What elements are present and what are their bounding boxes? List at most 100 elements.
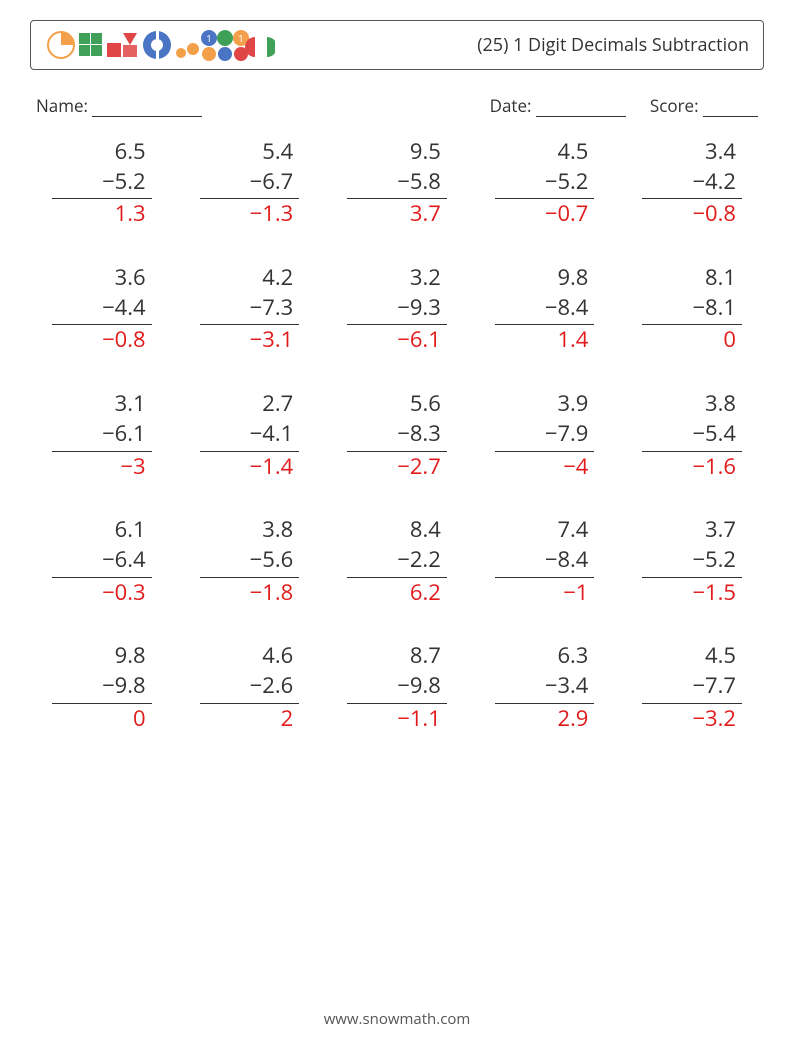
answer: 1.4 bbox=[495, 325, 595, 355]
answer: 6.2 bbox=[347, 578, 447, 608]
subtrahend: −8.4 bbox=[495, 545, 595, 578]
answer: −0.8 bbox=[642, 199, 742, 229]
minuend: 4.5 bbox=[495, 137, 595, 167]
answer: −3 bbox=[52, 452, 152, 482]
problem-cell: 4.5−5.2−0.7 bbox=[495, 137, 595, 229]
answer: −6.1 bbox=[347, 325, 447, 355]
subtrahend: −8.4 bbox=[495, 293, 595, 326]
subtrahend: −9.3 bbox=[347, 293, 447, 326]
minuend: 8.4 bbox=[347, 515, 447, 545]
minuend: 4.2 bbox=[200, 263, 300, 293]
answer: 3.7 bbox=[347, 199, 447, 229]
date-blank[interactable] bbox=[536, 98, 626, 117]
problems-grid: 6.5−5.21.35.4−6.7−1.39.5−5.83.74.5−5.2−0… bbox=[30, 137, 764, 733]
minuend: 9.8 bbox=[495, 263, 595, 293]
subtrahend: −5.2 bbox=[52, 167, 152, 200]
problem-cell: 6.3−3.42.9 bbox=[495, 641, 595, 733]
problem-cell: 8.4−2.26.2 bbox=[347, 515, 447, 607]
subtrahend: −5.2 bbox=[495, 167, 595, 200]
subtrahend: −2.6 bbox=[200, 671, 300, 704]
subtrahend: −5.8 bbox=[347, 167, 447, 200]
subtrahend: −4.4 bbox=[52, 293, 152, 326]
answer: −3.1 bbox=[200, 325, 300, 355]
problem-cell: 3.7−5.2−1.5 bbox=[642, 515, 742, 607]
subtrahend: −7.9 bbox=[495, 419, 595, 452]
minuend: 3.6 bbox=[52, 263, 152, 293]
subtrahend: −5.6 bbox=[200, 545, 300, 578]
svg-text:1: 1 bbox=[238, 31, 244, 45]
info-row: Name: Date: Score: bbox=[36, 94, 758, 117]
problem-cell: 6.5−5.21.3 bbox=[52, 137, 152, 229]
answer: −1.1 bbox=[347, 704, 447, 734]
name-label: Name: bbox=[36, 94, 88, 117]
logo-shapes-icon: 1 1 bbox=[45, 27, 275, 63]
subtrahend: −8.3 bbox=[347, 419, 447, 452]
worksheet-title: (25) 1 Digit Decimals Subtraction bbox=[477, 33, 749, 57]
subtrahend: −4.1 bbox=[200, 419, 300, 452]
name-blank[interactable] bbox=[92, 98, 202, 117]
minuend: 6.5 bbox=[52, 137, 152, 167]
problem-cell: 3.4−4.2−0.8 bbox=[642, 137, 742, 229]
minuend: 9.8 bbox=[52, 641, 152, 671]
subtrahend: −6.4 bbox=[52, 545, 152, 578]
minuend: 4.5 bbox=[642, 641, 742, 671]
problem-cell: 3.9−7.9−4 bbox=[495, 389, 595, 481]
answer: −1.6 bbox=[642, 452, 742, 482]
problem-cell: 9.8−8.41.4 bbox=[495, 263, 595, 355]
subtrahend: −2.2 bbox=[347, 545, 447, 578]
problem-cell: 9.8−9.80 bbox=[52, 641, 152, 733]
problem-cell: 3.8−5.6−1.8 bbox=[200, 515, 300, 607]
subtrahend: −5.2 bbox=[642, 545, 742, 578]
header-box: 1 1 (25) 1 Digit Decimals Subtraction bbox=[30, 20, 764, 70]
subtrahend: −6.7 bbox=[200, 167, 300, 200]
minuend: 3.8 bbox=[642, 389, 742, 419]
score-blank[interactable] bbox=[703, 98, 758, 117]
answer: 2.9 bbox=[495, 704, 595, 734]
minuend: 8.7 bbox=[347, 641, 447, 671]
problem-cell: 3.8−5.4−1.6 bbox=[642, 389, 742, 481]
minuend: 5.6 bbox=[347, 389, 447, 419]
minuend: 6.3 bbox=[495, 641, 595, 671]
problem-cell: 8.1−8.10 bbox=[642, 263, 742, 355]
subtrahend: −4.2 bbox=[642, 167, 742, 200]
problem-cell: 3.2−9.3−6.1 bbox=[347, 263, 447, 355]
date-label: Date: bbox=[490, 94, 532, 117]
subtrahend: −6.1 bbox=[52, 419, 152, 452]
answer: 0 bbox=[52, 704, 152, 734]
problem-cell: 9.5−5.83.7 bbox=[347, 137, 447, 229]
problem-cell: 3.6−4.4−0.8 bbox=[52, 263, 152, 355]
minuend: 3.4 bbox=[642, 137, 742, 167]
answer: −4 bbox=[495, 452, 595, 482]
footer-text: www.snowmath.com bbox=[0, 1009, 794, 1029]
subtrahend: −9.8 bbox=[52, 671, 152, 704]
answer: 1.3 bbox=[52, 199, 152, 229]
minuend: 4.6 bbox=[200, 641, 300, 671]
answer: −0.8 bbox=[52, 325, 152, 355]
minuend: 3.8 bbox=[200, 515, 300, 545]
answer: 2 bbox=[200, 704, 300, 734]
problem-cell: 4.2−7.3−3.1 bbox=[200, 263, 300, 355]
problem-cell: 4.6−2.62 bbox=[200, 641, 300, 733]
answer: −3.2 bbox=[642, 704, 742, 734]
answer: −2.7 bbox=[347, 452, 447, 482]
answer: −0.3 bbox=[52, 578, 152, 608]
minuend: 7.4 bbox=[495, 515, 595, 545]
svg-text:1: 1 bbox=[206, 31, 212, 45]
answer: −0.7 bbox=[495, 199, 595, 229]
minuend: 6.1 bbox=[52, 515, 152, 545]
subtrahend: −7.7 bbox=[642, 671, 742, 704]
problem-cell: 7.4−8.4−1 bbox=[495, 515, 595, 607]
problem-cell: 8.7−9.8−1.1 bbox=[347, 641, 447, 733]
subtrahend: −8.1 bbox=[642, 293, 742, 326]
subtrahend: −7.3 bbox=[200, 293, 300, 326]
problem-cell: 5.4−6.7−1.3 bbox=[200, 137, 300, 229]
problem-cell: 6.1−6.4−0.3 bbox=[52, 515, 152, 607]
minuend: 3.2 bbox=[347, 263, 447, 293]
answer: −1 bbox=[495, 578, 595, 608]
subtrahend: −5.4 bbox=[642, 419, 742, 452]
minuend: 2.7 bbox=[200, 389, 300, 419]
answer: 0 bbox=[642, 325, 742, 355]
minuend: 3.7 bbox=[642, 515, 742, 545]
answer: −1.8 bbox=[200, 578, 300, 608]
minuend: 5.4 bbox=[200, 137, 300, 167]
